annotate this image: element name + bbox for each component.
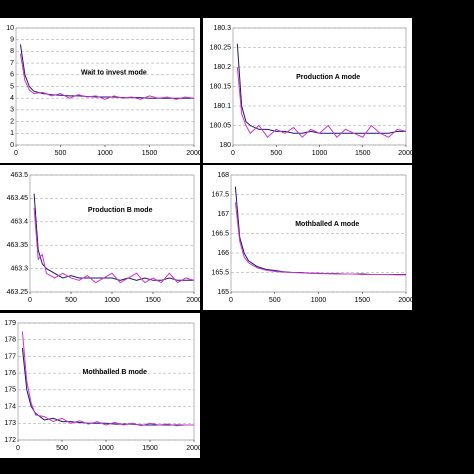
- y-tick-label: 9: [10, 37, 14, 44]
- y-tick-label: 180.15: [210, 83, 232, 90]
- y-tick-label: 176: [4, 370, 16, 377]
- y-tick-label: 172: [4, 437, 16, 444]
- chart-panel: 172 173 174 175 176 177 178 179 0 500 1000 1500 2000…: [0, 313, 202, 458]
- chart-panel: 0 1 2 3 4 5 6 7 8 9 10 0 500 1000 1500 2000 Wait to inve…: [0, 18, 202, 163]
- annotation: Production A mode: [296, 74, 360, 81]
- series-line: [236, 43, 406, 134]
- y-tick-label: 8: [10, 48, 14, 55]
- x-tick-label: 1500: [145, 297, 161, 304]
- chart-panel: 165 165.5 166 166.5 167 167.5 168 0 500 1000 1500 2…: [203, 165, 414, 310]
- y-tick-label: 166.5: [211, 230, 229, 237]
- y-tick-label: 175: [4, 387, 16, 394]
- x-tick-label: 1500: [142, 150, 158, 157]
- y-tick-label: 180.2: [213, 64, 231, 71]
- series-line: [234, 202, 406, 276]
- y-tick-label: 0: [10, 142, 14, 149]
- y-tick-label: 7: [10, 60, 14, 67]
- x-tick-label: 1500: [142, 445, 158, 452]
- series-line: [33, 193, 194, 281]
- x-tick-label: 1500: [355, 150, 371, 157]
- plot-area: [15, 27, 195, 146]
- x-tick-label: 2000: [186, 445, 202, 452]
- y-tick-label: 4: [10, 95, 14, 102]
- y-tick-label: 1: [10, 130, 14, 137]
- x-tick-label: 0: [14, 150, 18, 157]
- y-tick-label: 167: [217, 211, 229, 218]
- x-tick-label: 1000: [311, 297, 327, 304]
- plot-area: [29, 174, 195, 293]
- chart-panel: 180 180.05 180.1 180.15 180.2 180.25 180.3 0 500…: [203, 18, 414, 163]
- x-tick-label: 1000: [104, 297, 120, 304]
- x-tick-label: 0: [229, 297, 233, 304]
- chart-panel: 463.25 463.3 463.35 463.4 463.45 463.5 0 500 100…: [0, 165, 202, 310]
- y-tick-label: 463.25: [7, 289, 29, 296]
- x-tick-label: 2000: [398, 150, 414, 157]
- x-tick-label: 0: [16, 445, 20, 452]
- x-tick-label: 1500: [354, 297, 370, 304]
- y-tick-label: 463.35: [7, 242, 29, 249]
- x-tick-label: 2000: [186, 150, 202, 157]
- y-tick-label: 463.45: [7, 195, 29, 202]
- series-line: [19, 53, 195, 100]
- x-tick-label: 500: [270, 150, 282, 157]
- annotation: Production B mode: [88, 207, 153, 214]
- y-tick-label: 6: [10, 72, 14, 79]
- annotation: Mothballed A mode: [295, 221, 359, 228]
- y-tick-label: 180.05: [210, 122, 232, 129]
- x-tick-label: 1000: [312, 150, 328, 157]
- x-tick-label: 500: [269, 297, 281, 304]
- y-tick-label: 3: [10, 107, 14, 114]
- y-tick-label: 2: [10, 118, 14, 125]
- annotation: Wait to invest mode: [81, 69, 147, 76]
- y-tick-label: 463.5: [10, 172, 28, 179]
- y-tick-label: 167.5: [211, 191, 229, 198]
- series-line: [19, 44, 194, 99]
- y-tick-label: 10: [6, 25, 14, 32]
- y-tick-label: 179: [4, 320, 16, 327]
- x-tick-label: 2000: [186, 297, 202, 304]
- x-tick-label: 2000: [398, 297, 414, 304]
- series-line: [33, 207, 195, 284]
- y-tick-label: 166: [217, 250, 229, 257]
- x-tick-label: 0: [28, 297, 32, 304]
- series-line: [21, 331, 194, 427]
- x-tick-label: 500: [65, 297, 77, 304]
- y-tick-label: 177: [4, 353, 16, 360]
- x-tick-label: 1000: [98, 445, 114, 452]
- y-tick-label: 5: [10, 83, 14, 90]
- x-tick-label: 1000: [97, 150, 113, 157]
- y-tick-label: 180.25: [210, 44, 232, 51]
- y-tick-label: 178: [4, 337, 16, 344]
- annotation: Mothballed B mode: [83, 369, 148, 376]
- y-tick-label: 165.5: [211, 269, 229, 276]
- y-tick-label: 463.3: [10, 265, 28, 272]
- series-line: [236, 66, 407, 138]
- y-tick-label: 168: [217, 172, 229, 179]
- y-tick-label: 180: [219, 142, 231, 149]
- y-tick-label: 165: [217, 289, 229, 296]
- x-tick-label: 0: [231, 150, 235, 157]
- y-tick-label: 180.1: [213, 103, 231, 110]
- x-tick-label: 500: [55, 150, 67, 157]
- plot-area: [17, 322, 195, 441]
- y-tick-label: 180.3: [213, 25, 231, 32]
- y-tick-label: 173: [4, 420, 16, 427]
- y-tick-label: 174: [4, 403, 16, 410]
- y-tick-label: 463.4: [10, 219, 28, 226]
- x-tick-label: 500: [56, 445, 68, 452]
